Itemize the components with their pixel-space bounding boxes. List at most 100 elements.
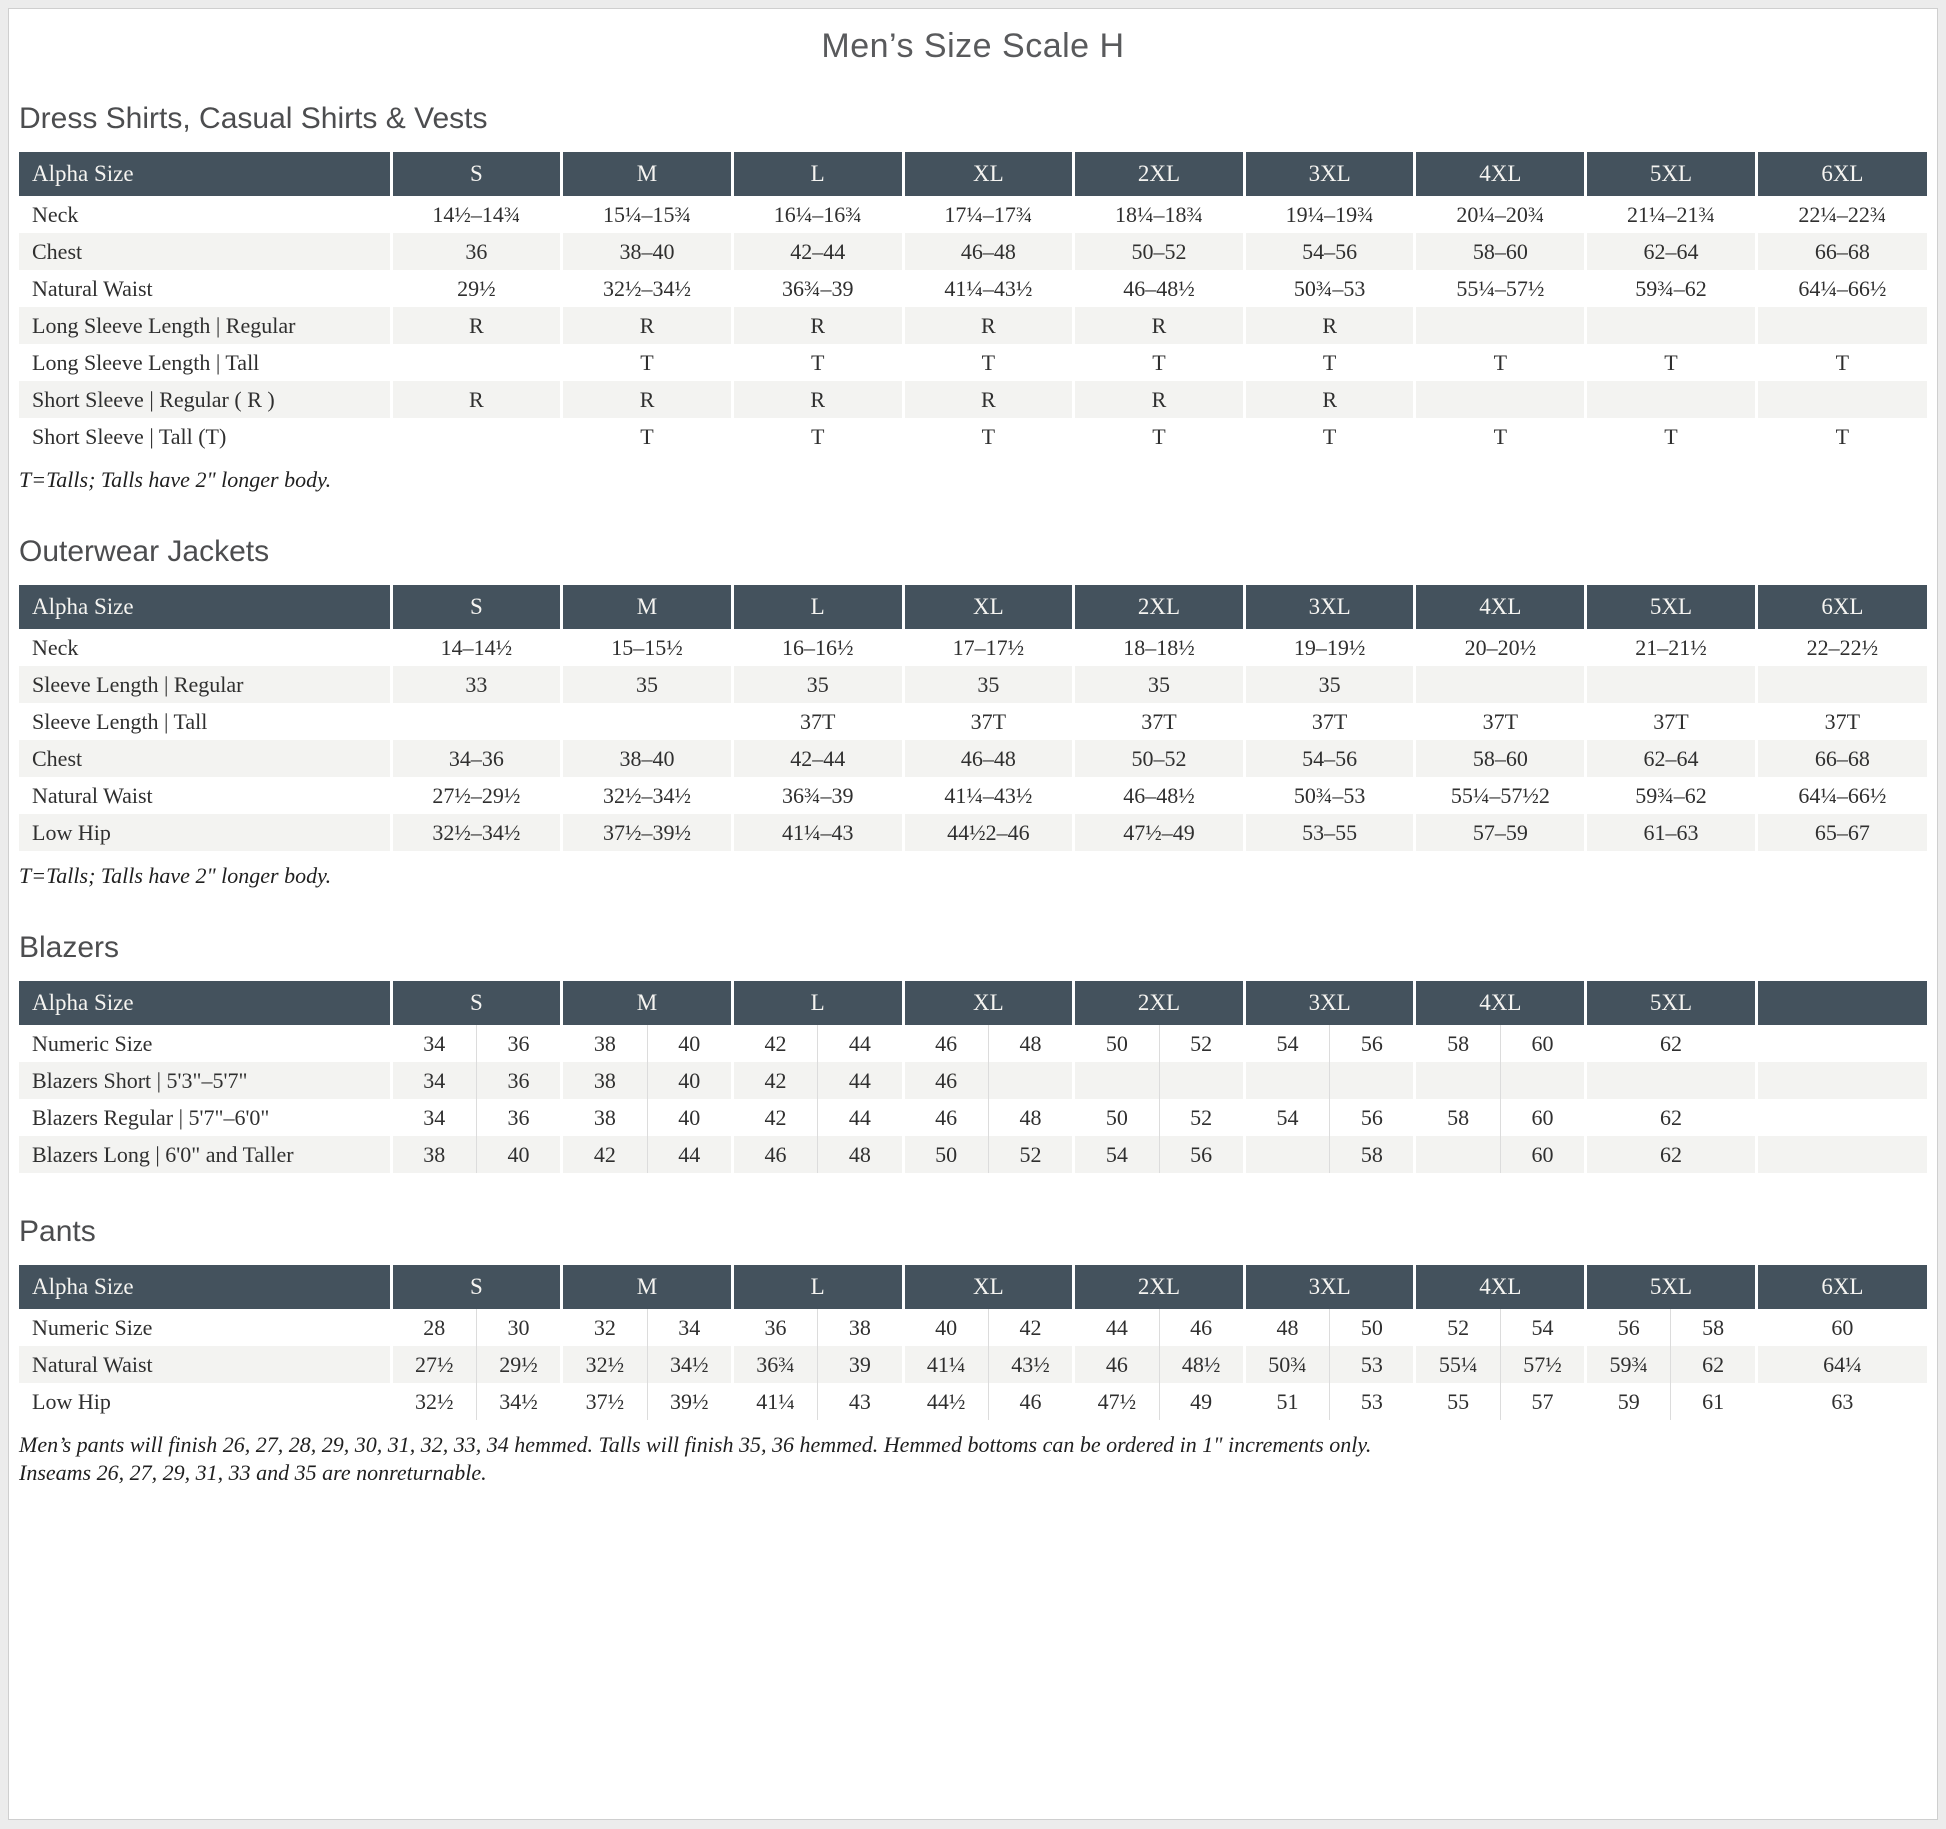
column-header: M [560, 152, 733, 196]
size-cell: 41¼–43½ [901, 777, 1074, 814]
size-cell: 58 [1670, 1309, 1757, 1346]
section-dress-shirts: Dress Shirts, Casual Shirts & Vests Alpha… [19, 102, 1927, 493]
size-cell: 36 [475, 1025, 562, 1062]
size-cell: 55¼–57½ [1413, 270, 1586, 307]
size-cell [389, 344, 562, 381]
table-header: Alpha Size S M L XL 2XL 3XL 4XL 5XL 6XL [19, 1265, 1927, 1309]
size-cell: 41¼–43 [730, 814, 904, 851]
size-cell: 55¼–57½2 [1413, 777, 1586, 814]
size-cell: 42 [730, 1062, 818, 1099]
size-cell: 44 [1072, 1309, 1159, 1346]
size-cell: 54 [1499, 1309, 1586, 1346]
size-cell: 57–59 [1413, 814, 1586, 851]
table-row: Chest 34–36 38–40 42–44 46–48 50–52 54–56 58–60… [19, 740, 1927, 777]
size-cell [389, 703, 562, 740]
size-cell: 44½ [901, 1383, 989, 1420]
size-cell: 41¼ [730, 1383, 818, 1420]
size-cell: 64¼–66½ [1754, 270, 1927, 307]
size-cell: 50 [1072, 1025, 1159, 1062]
column-header: 3XL [1242, 1265, 1415, 1309]
size-cell [1413, 1136, 1501, 1173]
size-cell [1754, 666, 1927, 703]
size-cell: 32½–34½ [560, 270, 733, 307]
column-header: 2XL [1072, 1265, 1245, 1309]
size-cell: 42 [987, 1309, 1074, 1346]
size-cell: 56 [1584, 1309, 1671, 1346]
column-header: S [389, 585, 562, 629]
section-heading-blazers: Blazers [19, 931, 120, 964]
page-title: Men’s Size Scale H [821, 27, 1125, 65]
size-cell: 59¾–62 [1584, 777, 1757, 814]
row-label: Chest [32, 238, 83, 264]
column-header: M [560, 1265, 733, 1309]
size-cell: 54 [1072, 1136, 1159, 1173]
column-header: XL [901, 1265, 1074, 1309]
size-cell: 54 [1242, 1099, 1330, 1136]
size-cell: T [1754, 344, 1927, 381]
size-cell [389, 418, 562, 455]
size-cell: R [730, 307, 904, 344]
section-outerwear-jackets: Outerwear Jackets Alpha Size S M L XL 2XL 3XL 4X… [19, 535, 1927, 889]
size-cell [1072, 1062, 1159, 1099]
column-header: S [389, 152, 562, 196]
column-header: 6XL [1754, 585, 1927, 629]
size-cell: 56 [1329, 1025, 1415, 1062]
size-cell: 36 [730, 1309, 818, 1346]
size-cell: 36 [475, 1062, 562, 1099]
size-cell: 21¼–21¾ [1584, 196, 1757, 233]
row-label: Natural Waist [32, 275, 153, 301]
size-cell: 53 [1329, 1346, 1415, 1383]
corner-header: Alpha Size [19, 1265, 392, 1309]
size-cell: 57½ [1499, 1346, 1586, 1383]
size-cell [1584, 307, 1757, 344]
size-cell: 46 [730, 1136, 818, 1173]
table-row: Sleeve Length | Tall 37T 37T 37T 37T 37T 37T 37… [19, 703, 1927, 740]
size-cell: 54 [1242, 1025, 1330, 1062]
talls-footnote: T=Talls; Talls have 2" longer body. [19, 467, 332, 492]
size-cell: 36¾–39 [730, 270, 904, 307]
size-cell: 32½–34½ [389, 814, 562, 851]
column-header: 5XL [1584, 981, 1757, 1025]
size-cell: 53 [1329, 1383, 1415, 1420]
size-cell: 50¾–53 [1242, 270, 1415, 307]
column-header: S [389, 1265, 562, 1309]
column-header: 4XL [1413, 585, 1586, 629]
row-label: Numeric Size [32, 1030, 153, 1056]
size-cell: 48½ [1158, 1346, 1245, 1383]
header-row: Alpha Size S M L XL 2XL 3XL 4XL 5XL [19, 981, 1927, 1025]
size-cell: R [560, 307, 733, 344]
size-cell: R [901, 381, 1074, 418]
column-header: 2XL [1072, 585, 1245, 629]
column-header: 4XL [1413, 981, 1586, 1025]
size-cell: R [730, 381, 904, 418]
size-cell [560, 703, 733, 740]
size-cell: 37½–39½ [560, 814, 733, 851]
size-cell: 64¼ [1754, 1346, 1927, 1383]
row-label: Long Sleeve Length | Regular [32, 312, 296, 338]
size-cell: 48 [817, 1136, 904, 1173]
size-cell: 35 [730, 666, 904, 703]
size-cell: 18–18½ [1072, 629, 1245, 666]
table-header: Alpha Size S M L XL 2XL 3XL 4XL 5XL 6XL [19, 585, 1927, 629]
size-cell: 42–44 [730, 740, 904, 777]
size-cell: 40 [901, 1309, 989, 1346]
size-cell: 37T [901, 703, 1074, 740]
size-chart-page: Men’s Size Scale H Dress Shirts, Casual … [8, 8, 1938, 1820]
size-cell: 46 [1072, 1346, 1159, 1383]
column-header: XL [901, 152, 1074, 196]
size-cell [1754, 381, 1927, 418]
size-cell: 38 [817, 1309, 904, 1346]
size-cell: 37T [1413, 703, 1586, 740]
size-cell: 48 [1242, 1309, 1330, 1346]
size-cell: 48 [987, 1099, 1074, 1136]
header-row: Alpha Size S M L XL 2XL 3XL 4XL 5XL 6XL [19, 1265, 1927, 1309]
row-label: Chest [32, 745, 83, 771]
size-cell: 29½ [389, 270, 562, 307]
row-label: Blazers Short | 5'3"–5'7" [32, 1067, 248, 1093]
size-cell: 50–52 [1072, 740, 1245, 777]
table-row: Neck 14½–14¾ 15¼–15¾ 16¼–16¾ 17¼–17¾ 18¼–18¾ 1… [19, 196, 1927, 233]
row-label: Blazers Long | 6'0" and Taller [32, 1141, 294, 1167]
size-cell: 38 [560, 1025, 648, 1062]
size-cell: T [560, 418, 733, 455]
column-header: 5XL [1584, 1265, 1757, 1309]
